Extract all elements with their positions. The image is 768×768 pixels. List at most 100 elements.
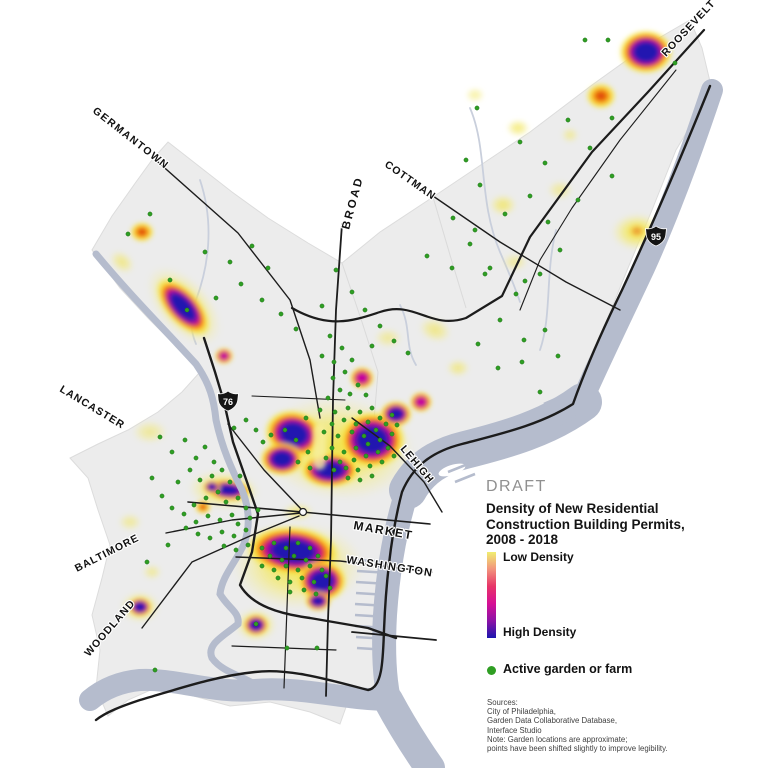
sources-note: Sources: City of Philadelphia, Garden Data… — [487, 698, 668, 753]
garden-dot — [169, 449, 175, 455]
garden-dot — [527, 193, 533, 199]
heat-blob-low — [109, 250, 135, 274]
garden-dot — [467, 241, 473, 247]
garden-dots-layer — [125, 37, 678, 673]
garden-dot — [317, 407, 323, 413]
garden-dot — [245, 542, 251, 548]
garden-dot — [357, 409, 363, 415]
garden-dot — [301, 587, 307, 593]
garden-dot — [267, 553, 273, 559]
garden-dot — [537, 389, 543, 395]
garden-dot — [243, 505, 249, 511]
garden-dot — [477, 182, 483, 188]
garden-dot — [149, 475, 155, 481]
garden-dot — [287, 579, 293, 585]
garden-dot — [323, 455, 329, 461]
low-density-label: Low Density — [503, 550, 574, 564]
garden-dot — [169, 505, 175, 511]
garden-dot — [293, 326, 299, 332]
heat-blob-full — [297, 560, 347, 602]
garden-dot — [183, 525, 189, 531]
garden-dot — [229, 512, 235, 518]
garden-dot — [335, 433, 341, 439]
source-line: Garden Data Collaborative Database, — [487, 716, 618, 726]
heat-blob-low — [374, 328, 402, 348]
garden-dot — [337, 387, 343, 393]
garden-dot — [345, 405, 351, 411]
garden-dot — [343, 465, 349, 471]
garden-dot — [271, 567, 277, 573]
delaware-river-sw-arm — [79, 668, 401, 711]
garden-dot — [339, 345, 345, 351]
garden-dot — [351, 457, 357, 463]
garden-dot — [271, 540, 277, 546]
garden-dot — [347, 391, 353, 397]
garden-dot — [375, 449, 381, 455]
garden-dot — [295, 459, 301, 465]
garden-dot — [209, 473, 215, 479]
heat-blob-mid — [215, 348, 233, 364]
legend: DRAFT Density of New Residential Construc… — [486, 478, 764, 768]
garden-dot — [557, 247, 563, 253]
garden-dot — [341, 417, 347, 423]
garden-dot — [377, 415, 383, 421]
garden-dot — [275, 575, 281, 581]
svg-text:76: 76 — [223, 397, 233, 407]
source-line: Note: Garden locations are approximate; — [487, 734, 628, 744]
garden-dot — [255, 507, 261, 513]
garden-dot — [243, 527, 249, 533]
high-density-label: High Density — [503, 625, 577, 639]
garden-dot — [243, 417, 249, 423]
garden-dot — [223, 499, 229, 505]
garden-dot — [321, 429, 327, 435]
broad-street-gap — [313, 424, 326, 470]
garden-dot — [283, 563, 289, 569]
garden-dot — [193, 455, 199, 461]
garden-dot — [365, 441, 371, 447]
garden-dot — [377, 323, 383, 329]
heat-blob-red — [627, 223, 647, 239]
garden-dot — [353, 445, 359, 451]
garden-dot — [385, 445, 391, 451]
garden-dot — [165, 542, 171, 548]
heat-blob-full — [155, 277, 211, 337]
map-title-line: 2008 - 2018 — [486, 532, 559, 547]
garden-dot — [299, 575, 305, 581]
garden-dot — [502, 211, 508, 217]
garden-dot — [238, 281, 244, 287]
garden-dot — [291, 553, 297, 559]
garden-dot — [517, 139, 523, 145]
garden-dot — [259, 563, 265, 569]
map-title-line: Density of New Residential — [486, 501, 659, 516]
garden-dot — [349, 429, 355, 435]
garden-dot — [144, 559, 150, 565]
garden-dot — [203, 495, 209, 501]
garden-dot — [519, 359, 525, 365]
garden-dot — [331, 467, 337, 473]
road-frankford — [519, 69, 677, 311]
garden-dot — [342, 369, 348, 375]
garden-dot — [303, 557, 309, 563]
garden-dot — [587, 145, 593, 151]
garden-dot — [213, 295, 219, 301]
road-woodland — [141, 515, 300, 629]
garden-dot — [463, 157, 469, 163]
garden-dot — [259, 545, 265, 551]
garden-dot — [542, 160, 548, 166]
garden-dot — [369, 405, 375, 411]
draft-watermark: DRAFT — [486, 478, 547, 495]
source-line: City of Philadelphia, — [487, 707, 556, 717]
garden-dot — [369, 343, 375, 349]
delaware-river-upper — [569, 79, 723, 416]
heat-blob-low — [118, 513, 142, 531]
heat-blob-low — [142, 564, 162, 580]
road-cottman — [432, 195, 621, 311]
garden-dot — [389, 431, 395, 437]
delaware-river-bend — [389, 383, 602, 509]
garden-dot — [355, 467, 361, 473]
garden-dot — [329, 445, 335, 451]
garden-dot — [329, 421, 335, 427]
garden-dot — [319, 353, 325, 359]
garden-dot — [327, 585, 333, 591]
